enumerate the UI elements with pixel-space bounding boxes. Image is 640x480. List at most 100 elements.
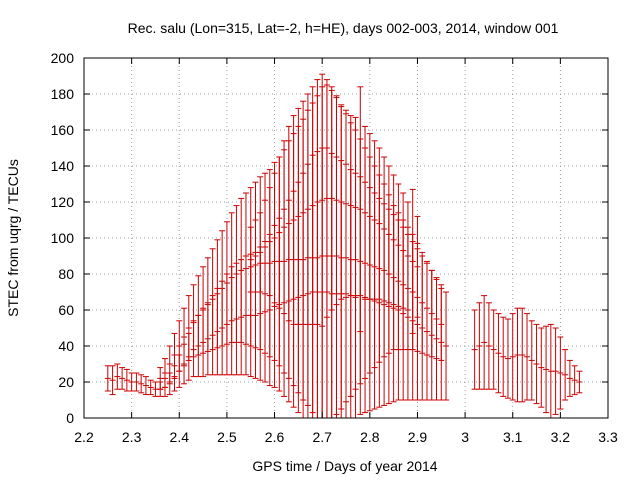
error-bar bbox=[328, 86, 335, 311]
error-bar bbox=[219, 230, 226, 347]
error-bar bbox=[181, 307, 188, 367]
error-bar bbox=[538, 327, 545, 408]
error-bar bbox=[276, 156, 283, 309]
error-bar bbox=[490, 309, 497, 390]
error-bar bbox=[433, 278, 440, 360]
error-bar bbox=[171, 332, 178, 378]
error-bar bbox=[133, 372, 140, 392]
error-bar bbox=[228, 212, 235, 343]
error-bar bbox=[362, 125, 369, 300]
series-arc-high bbox=[247, 73, 421, 334]
y-tick-label: 160 bbox=[51, 122, 75, 138]
error-bar bbox=[524, 313, 531, 401]
error-bar bbox=[428, 269, 435, 358]
error-bar bbox=[271, 172, 278, 304]
error-bar bbox=[138, 374, 145, 394]
x-tick-label: 3.3 bbox=[598, 429, 618, 445]
error-bar bbox=[323, 79, 330, 318]
y-tick-label: 40 bbox=[58, 338, 74, 354]
error-bar bbox=[504, 318, 511, 399]
error-bar bbox=[309, 86, 316, 325]
error-bar bbox=[161, 358, 168, 388]
error-bar bbox=[438, 287, 445, 361]
error-bar bbox=[266, 187, 273, 297]
y-tick-label: 20 bbox=[58, 374, 74, 390]
error-bar bbox=[471, 309, 478, 390]
series-arc-mid bbox=[157, 84, 445, 419]
error-bar bbox=[142, 376, 149, 396]
error-bar bbox=[404, 201, 411, 311]
error-bar bbox=[190, 284, 197, 358]
y-tick-label: 80 bbox=[58, 266, 74, 282]
error-bar bbox=[185, 295, 192, 361]
error-bar bbox=[195, 275, 202, 356]
error-bar bbox=[338, 104, 345, 300]
error-bar bbox=[214, 239, 221, 349]
error-bar bbox=[209, 248, 216, 351]
y-tick-label: 60 bbox=[58, 302, 74, 318]
error-bar bbox=[247, 226, 254, 293]
y-tick-label: 100 bbox=[51, 230, 75, 246]
error-bar bbox=[381, 156, 388, 302]
error-bar bbox=[233, 205, 240, 343]
series-arc-late bbox=[471, 295, 583, 419]
error-bar bbox=[352, 116, 359, 298]
error-bar bbox=[343, 109, 349, 298]
error-bar bbox=[376, 147, 383, 300]
error-bar bbox=[390, 174, 397, 306]
error-bar bbox=[257, 212, 264, 293]
x-axis: 2.2 2.3 2.4 2.5 2.6 2.7 2.8 2.9 3 3.1 3.2 3.3 bbox=[74, 58, 618, 445]
error-bar bbox=[252, 219, 259, 293]
error-bar bbox=[347, 115, 354, 297]
y-tick-label: 140 bbox=[51, 158, 75, 174]
error-bar bbox=[562, 349, 569, 401]
x-axis-title: GPS time / Days of year 2014 bbox=[252, 458, 437, 474]
error-bar bbox=[119, 367, 126, 390]
error-bar bbox=[295, 107, 302, 325]
error-bar bbox=[290, 115, 297, 325]
error-bar bbox=[204, 257, 211, 352]
series-arc-low bbox=[104, 147, 450, 419]
y-tick-label: 0 bbox=[66, 410, 74, 426]
error-bar bbox=[385, 165, 392, 304]
error-bar bbox=[285, 125, 292, 322]
error-bar bbox=[395, 183, 402, 307]
error-bar bbox=[242, 192, 249, 345]
error-bar bbox=[304, 93, 311, 325]
x-tick-label: 2.4 bbox=[170, 429, 190, 445]
error-bar bbox=[147, 379, 154, 396]
error-bar bbox=[419, 251, 426, 354]
error-bar bbox=[176, 320, 183, 372]
error-bar bbox=[357, 86, 364, 333]
error-bar bbox=[500, 316, 507, 397]
error-bar bbox=[495, 313, 502, 394]
error-bar bbox=[300, 100, 307, 325]
error-bar bbox=[481, 295, 488, 390]
chart-title: Rec. salu (Lon=315, Lat=-2, h=HE), days … bbox=[128, 20, 559, 36]
error-bar bbox=[281, 140, 288, 315]
error-bar bbox=[443, 291, 450, 401]
error-bar bbox=[366, 133, 373, 300]
x-tick-label: 3 bbox=[461, 429, 469, 445]
error-bar bbox=[223, 221, 230, 345]
x-tick-label: 2.7 bbox=[312, 429, 332, 445]
y-axis: 0 20 40 60 80 100 120 140 160 180 200 bbox=[51, 50, 608, 426]
error-bar bbox=[400, 192, 407, 309]
error-bar bbox=[238, 197, 245, 343]
x-tick-label: 2.8 bbox=[360, 429, 380, 445]
error-bar bbox=[552, 327, 559, 415]
error-bar bbox=[566, 359, 573, 397]
error-bar bbox=[571, 365, 578, 396]
error-bar bbox=[157, 367, 164, 390]
error-bar bbox=[576, 370, 583, 394]
y-tick-label: 120 bbox=[51, 194, 75, 210]
y-tick-label: 180 bbox=[51, 86, 75, 102]
x-tick-label: 2.2 bbox=[74, 429, 94, 445]
error-bar bbox=[557, 336, 564, 410]
error-bar bbox=[485, 302, 492, 390]
y-axis-title: STEC from uqrg / TECUs bbox=[5, 159, 21, 317]
error-bar bbox=[104, 365, 111, 392]
error-bar bbox=[262, 199, 269, 295]
error-bar bbox=[314, 79, 321, 325]
error-bar bbox=[319, 73, 326, 327]
